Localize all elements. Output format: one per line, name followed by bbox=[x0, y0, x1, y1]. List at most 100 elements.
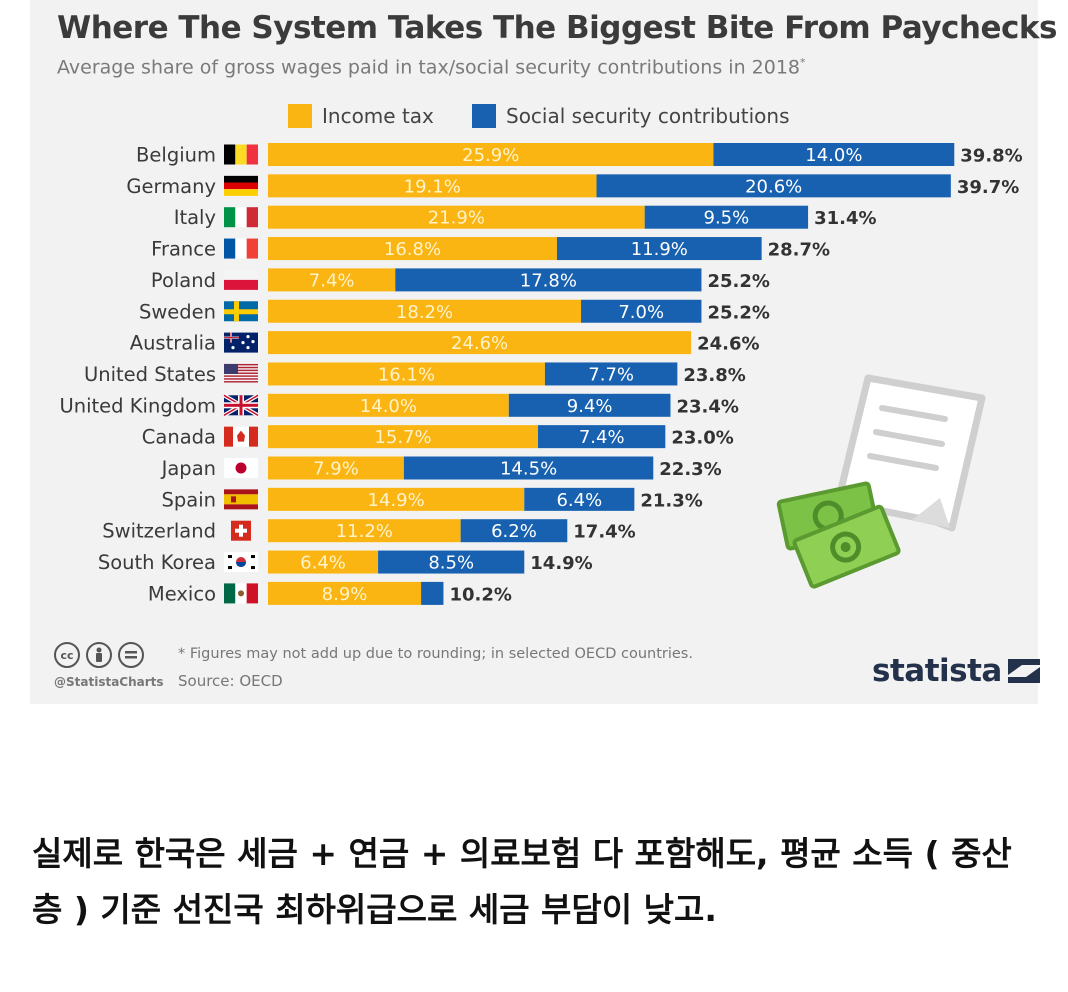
total-label: 22.3% bbox=[659, 459, 721, 480]
social-security-label: 7.0% bbox=[618, 302, 664, 323]
country-label: Switzerland bbox=[102, 520, 216, 543]
japan-flag-icon bbox=[224, 458, 258, 478]
legend-income-tax: Income tax bbox=[288, 102, 434, 130]
income-tax-bar bbox=[268, 487, 525, 511]
social-security-label: 9.5% bbox=[704, 208, 750, 229]
income-tax-bar bbox=[268, 362, 545, 386]
total-label: 25.2% bbox=[707, 302, 769, 323]
total-label: 28.7% bbox=[768, 240, 830, 261]
subtitle-text: Average share of gross wages paid in tax… bbox=[57, 56, 801, 79]
income-tax-bar bbox=[268, 205, 645, 229]
united-kingdom-flag-icon bbox=[222, 393, 260, 418]
income-tax-label: 25.9% bbox=[462, 145, 519, 166]
income-tax-bar bbox=[268, 237, 557, 261]
statista-logo-icon bbox=[1007, 659, 1040, 683]
statista-wordmark: statista bbox=[872, 653, 1002, 689]
income-tax-label: 16.1% bbox=[378, 364, 435, 385]
income-tax-label: 11.2% bbox=[336, 521, 393, 542]
korean-caption: 실제로 한국은 세금 + 연금 + 의료보험 다 포함해도, 평균 소득 ( 중… bbox=[32, 834, 1012, 929]
chart-subtitle: Average share of gross wages paid in tax… bbox=[57, 56, 806, 78]
legend-social-security-label: Social security contributions bbox=[506, 104, 790, 128]
income-tax-bar bbox=[268, 174, 597, 198]
social-security-label: 7.7% bbox=[588, 364, 634, 385]
total-label: 21.3% bbox=[640, 490, 702, 511]
income-tax-label: 7.4% bbox=[309, 270, 355, 291]
social-security-label: 17.8% bbox=[520, 270, 577, 291]
subtitle-footnote-mark: * bbox=[800, 56, 806, 69]
money-bills-icon bbox=[776, 481, 901, 589]
italy-flag-icon bbox=[224, 207, 258, 228]
income-tax-bar bbox=[268, 393, 509, 417]
legend-social-security-swatch bbox=[472, 104, 496, 128]
social-security-label: 11.9% bbox=[631, 239, 688, 260]
chart-row: United States 16.1% 7.7% 23.8% bbox=[84, 362, 746, 386]
country-label: Poland bbox=[151, 269, 216, 292]
country-label: Australia bbox=[130, 332, 216, 355]
social-security-bar bbox=[596, 174, 951, 198]
paycheck-illustration bbox=[776, 374, 986, 589]
total-label: 31.4% bbox=[814, 208, 876, 229]
chart-row: Switzerland 11.2% 6.2% 17.4% bbox=[102, 519, 636, 543]
income-tax-bar bbox=[268, 550, 379, 574]
income-tax-bar bbox=[268, 519, 461, 543]
chart-title: Where The System Takes The Biggest Bite … bbox=[57, 10, 1057, 46]
social-security-bar bbox=[524, 487, 635, 511]
poland-flag-icon bbox=[224, 269, 258, 290]
license-icons: cc bbox=[54, 642, 144, 668]
social-security-label: 14.0% bbox=[805, 145, 862, 166]
income-tax-bar bbox=[268, 581, 422, 605]
belgium-flag-icon bbox=[224, 144, 258, 165]
social-security-bar bbox=[538, 425, 666, 449]
total-label: 23.0% bbox=[671, 428, 733, 449]
creative-commons-icon: cc bbox=[54, 642, 80, 668]
chart-row: Italy 21.9% 9.5% 31.4% bbox=[174, 205, 877, 229]
mexico-flag-icon bbox=[224, 583, 258, 604]
legend-income-tax-swatch bbox=[288, 104, 312, 128]
country-label: United Kingdom bbox=[59, 394, 216, 417]
statista-logo[interactable]: statista bbox=[872, 653, 1040, 689]
income-tax-bar bbox=[268, 299, 582, 323]
income-tax-label: 16.8% bbox=[384, 239, 441, 260]
income-tax-bar bbox=[268, 456, 404, 480]
country-label: Belgium bbox=[136, 144, 216, 167]
chart-row: Canada 15.7% 7.4% 23.0% bbox=[142, 425, 734, 449]
country-label: France bbox=[151, 238, 216, 261]
total-label: 23.4% bbox=[676, 396, 738, 417]
social-security-bar bbox=[581, 299, 702, 323]
total-label: 25.2% bbox=[707, 271, 769, 292]
total-label: 23.8% bbox=[683, 365, 745, 386]
income-tax-label: 14.9% bbox=[368, 490, 425, 511]
switzerland-flag-icon bbox=[231, 520, 251, 541]
chart-row: Spain 14.9% 6.4% 21.3% bbox=[162, 487, 703, 511]
social-security-bar bbox=[508, 393, 671, 417]
chart-row: United Kingdom 14.0% 9.4% 23.4% bbox=[59, 393, 739, 418]
income-tax-label: 21.9% bbox=[428, 208, 485, 229]
chart-row: Germany 19.1% 20.6% 39.7% bbox=[126, 174, 1019, 198]
income-tax-bar bbox=[268, 331, 692, 355]
country-label: Japan bbox=[160, 457, 216, 480]
social-security-bar bbox=[556, 237, 762, 261]
social-security-bar bbox=[395, 268, 702, 292]
chart-row: Mexico 8.9% 10.2% bbox=[148, 581, 512, 605]
social-security-bar bbox=[544, 362, 678, 386]
income-tax-bar bbox=[268, 425, 539, 449]
social-security-label: 7.4% bbox=[579, 427, 625, 448]
chart-row: Belgium 25.9% 14.0% 39.8% bbox=[136, 143, 1023, 167]
social-security-bar bbox=[644, 205, 809, 229]
social-security-bar bbox=[421, 581, 444, 605]
social-security-label: 6.2% bbox=[491, 521, 537, 542]
social-security-bar bbox=[403, 456, 654, 480]
chart-row: Poland 7.4% 17.8% 25.2% bbox=[151, 268, 770, 292]
statista-handle: @StatistaCharts bbox=[54, 675, 164, 689]
country-label: Spain bbox=[162, 488, 216, 511]
income-tax-label: 19.1% bbox=[404, 176, 461, 197]
country-label: Italy bbox=[174, 206, 216, 229]
social-security-bar bbox=[460, 519, 568, 543]
chart-rows: Belgium 25.9% 14.0% 39.8% Germany 19.1% 20.6% 3… bbox=[59, 143, 1023, 605]
chart-row: Japan 7.9% 14.5% 22.3% bbox=[160, 456, 722, 480]
chart-row: Australia 24.6% 24.6% bbox=[130, 331, 760, 355]
legend-income-tax-label: Income tax bbox=[322, 104, 434, 128]
country-label: Canada bbox=[142, 426, 216, 449]
south-korea-flag-icon bbox=[224, 552, 258, 573]
footnote: * Figures may not add up due to rounding… bbox=[178, 646, 693, 662]
